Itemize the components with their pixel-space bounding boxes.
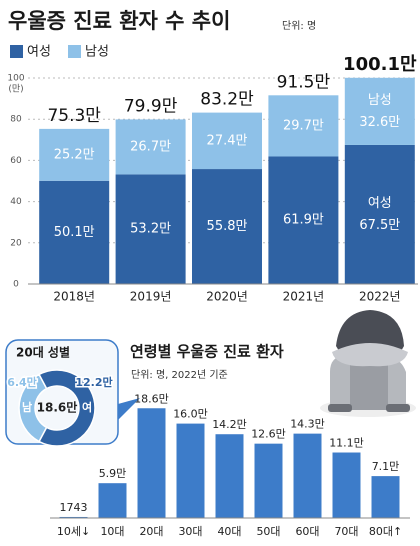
bar-segment [115,119,186,175]
chart-title: 우울증 진료 환자 수 추이 [8,9,230,33]
total-label: 83.2만 [200,90,254,110]
bar-segment [39,180,110,284]
y-tick-label: 100 [7,74,24,84]
value-label: 32.6만 [359,115,400,130]
total-label: 100.1만 [343,54,417,75]
legend-swatch [68,45,81,58]
value-label: 61.9만 [283,213,324,228]
callout-pointer [118,398,140,420]
x-tick-label: 50대 [256,525,280,538]
bar-segment [344,77,415,145]
value-label: 26.7만 [130,139,171,154]
legend-label: 여성 [27,45,51,60]
bar [59,516,88,518]
slice-name: 여 [82,400,92,414]
slice-name: 남 [22,401,32,414]
value-label: 5.9만 [99,467,127,480]
value-label: 29.7만 [283,118,324,133]
x-tick-label: 2018년 [53,290,95,304]
value-label: 67.5만 [359,218,400,233]
legend-swatch [10,45,23,58]
bar-segment [268,156,339,284]
segment-name: 남성 [368,93,392,108]
slice-value: 6.4만 [7,375,37,389]
value-label: 14.2만 [212,418,247,431]
donut-total: 18.6만 [37,400,78,415]
donut-title: 20대 성별 [16,345,70,360]
y-tick-label: 60 [10,156,22,166]
bar-segment [344,144,415,284]
x-tick-label: 40대 [217,525,241,538]
value-label: 14.3만 [290,418,325,431]
bar [332,452,361,518]
value-label: 1743 [60,501,88,514]
chart-title: 연령별 우울증 진료 환자 [130,343,284,361]
bar [254,443,283,518]
y-unit: (만) [8,84,23,95]
x-tick-label: 2022년 [359,290,401,304]
total-label: 79.9만 [124,96,178,116]
x-tick-label: 20대 [139,525,163,538]
bar [176,423,205,518]
x-tick-label: 10세↓ [57,525,90,538]
value-label: 50.1만 [54,225,95,240]
y-tick-label: 80 [10,115,22,125]
value-label: 27.4만 [207,133,248,148]
y-tick-label: 40 [10,197,22,207]
x-tick-label: 2021년 [283,290,325,304]
value-label: 18.6만 [134,392,169,405]
bar [371,476,400,518]
legend-label: 남성 [85,45,109,60]
value-label: 16.0만 [173,408,208,421]
bar [293,433,322,518]
bar [215,434,244,518]
value-label: 7.1만 [372,460,400,473]
bar-segment [268,95,339,157]
total-label: 75.3만 [47,106,101,126]
x-tick-label: 10대 [100,525,124,538]
segment-name: 여성 [368,196,392,211]
bar-segment [39,128,110,181]
value-label: 53.2만 [130,222,171,237]
x-tick-label: 60대 [295,525,319,538]
bar [98,483,127,518]
x-tick-label: 70대 [334,525,358,538]
value-label: 11.1만 [329,437,364,450]
x-tick-label: 2020년 [206,290,248,304]
bar-segment [192,169,262,284]
unit-note: 단위: 명, 2022년 기준 [131,368,228,381]
total-label: 91.5만 [277,73,331,93]
bar [137,408,166,518]
x-tick-label: 2019년 [130,290,172,304]
y-tick-label: 20 [10,238,22,248]
bar-segment [192,112,262,170]
slice-value: 12.2만 [75,375,112,389]
bar-segment [115,174,186,284]
y-tick-label: 0 [13,280,19,290]
value-label: 25.2만 [54,147,95,162]
unit-note: 단위: 명 [282,19,316,32]
x-tick-label: 30대 [178,525,202,538]
value-label: 12.6만 [251,428,286,441]
x-tick-label: 80대↑ [369,525,402,538]
value-label: 55.8만 [207,219,248,234]
donut-slice [38,369,96,447]
illustration [320,310,416,417]
